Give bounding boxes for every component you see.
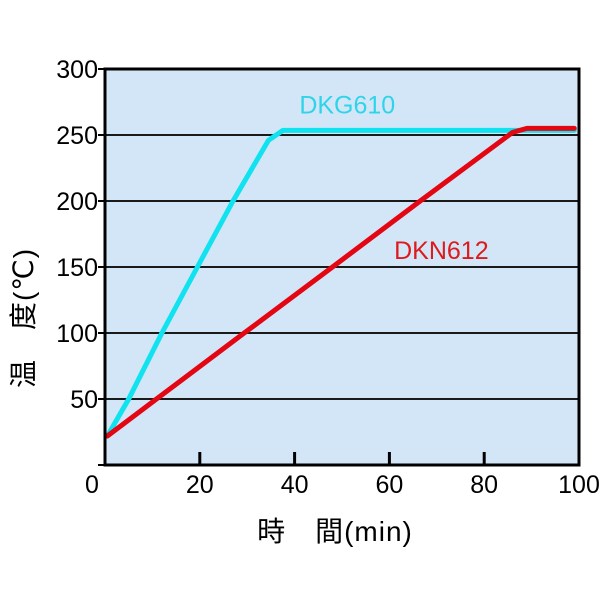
y-tick-label-250: 250 bbox=[56, 122, 98, 150]
y-axis-title: 温 度(℃) bbox=[8, 248, 39, 388]
x-tick-label-40: 40 bbox=[281, 471, 309, 499]
x-tick-label-80: 80 bbox=[470, 471, 498, 499]
series-line-dkg610 bbox=[104, 127, 577, 439]
x-tick-label-100: 100 bbox=[558, 471, 600, 499]
x-tick-label-60: 60 bbox=[375, 471, 403, 499]
y-tick-label-50: 50 bbox=[70, 386, 98, 414]
y-tick-label-100: 100 bbox=[56, 320, 98, 348]
plot-border bbox=[103, 67, 581, 467]
x-tick-label-20: 20 bbox=[186, 471, 214, 499]
y-tick-label-200: 200 bbox=[56, 188, 98, 216]
series-label-dkn612: DKN612 bbox=[394, 237, 489, 265]
series-line-dkn612 bbox=[104, 125, 577, 439]
chart-generated-layer: 0 20 40 60 80 100 50 100 150 200 250 300 DKG610 DKN61… bbox=[56, 56, 600, 499]
y-tick-label-150: 150 bbox=[56, 254, 98, 282]
x-tick-label-0: 0 bbox=[85, 471, 99, 499]
x-axis-title: 時 間(min) bbox=[257, 516, 413, 547]
series-label-dkg610: DKG610 bbox=[299, 92, 395, 120]
y-tick-label-300: 300 bbox=[56, 56, 98, 84]
